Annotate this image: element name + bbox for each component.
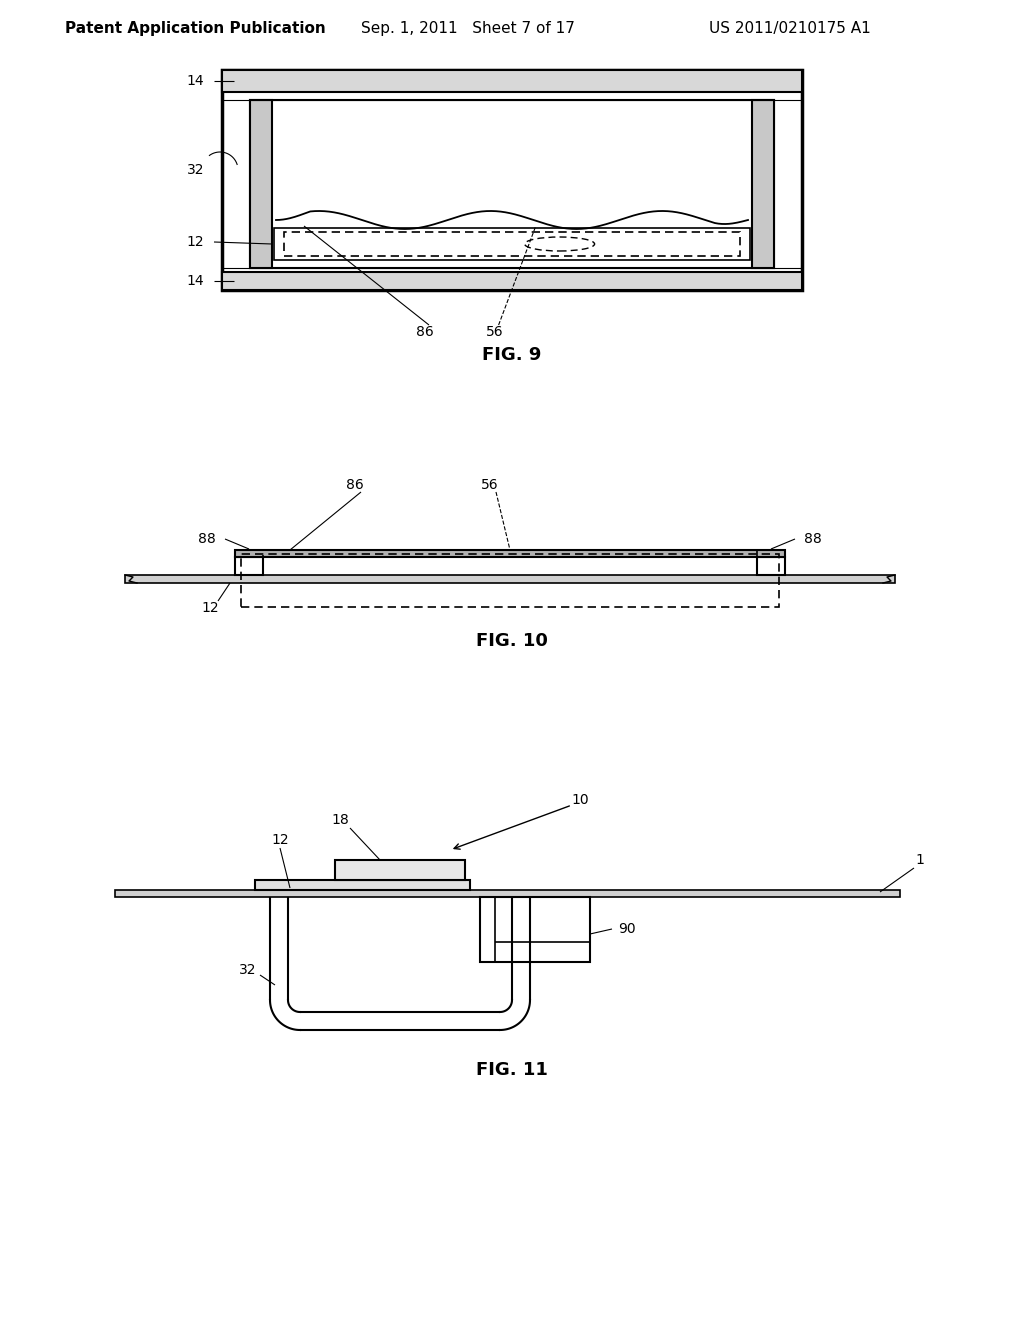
- Text: 88: 88: [198, 532, 216, 546]
- Text: 86: 86: [416, 325, 434, 339]
- Text: 14: 14: [186, 275, 204, 288]
- Bar: [752, 100, 774, 268]
- Text: FIG. 10: FIG. 10: [476, 632, 548, 649]
- Text: 32: 32: [186, 162, 204, 177]
- Bar: [250, 100, 774, 268]
- Bar: [757, 557, 785, 576]
- Text: US 2011/0210175 A1: US 2011/0210175 A1: [710, 21, 870, 36]
- Text: 86: 86: [346, 478, 364, 492]
- Text: 18: 18: [331, 813, 349, 828]
- Bar: [222, 70, 802, 290]
- Text: 90: 90: [618, 921, 636, 936]
- Text: 10: 10: [571, 793, 589, 807]
- Text: 12: 12: [271, 833, 289, 847]
- Text: 88: 88: [804, 532, 822, 546]
- Bar: [284, 232, 740, 256]
- Bar: [234, 550, 785, 557]
- Bar: [115, 890, 900, 898]
- Text: 56: 56: [481, 478, 499, 492]
- Bar: [222, 272, 802, 290]
- Bar: [335, 861, 465, 880]
- Text: 32: 32: [240, 964, 257, 977]
- Bar: [255, 880, 470, 890]
- Text: Sep. 1, 2011   Sheet 7 of 17: Sep. 1, 2011 Sheet 7 of 17: [361, 21, 574, 36]
- Text: FIG. 9: FIG. 9: [482, 346, 542, 364]
- Bar: [125, 576, 895, 583]
- Bar: [234, 557, 263, 576]
- Bar: [250, 100, 272, 268]
- Bar: [480, 898, 590, 962]
- Bar: [274, 228, 750, 260]
- Text: 1: 1: [915, 853, 925, 867]
- Text: 12: 12: [186, 235, 204, 249]
- Bar: [241, 554, 779, 607]
- Bar: [263, 550, 757, 557]
- Text: FIG. 11: FIG. 11: [476, 1061, 548, 1078]
- Text: Patent Application Publication: Patent Application Publication: [65, 21, 326, 36]
- Text: 56: 56: [485, 325, 504, 339]
- Text: 12: 12: [201, 601, 219, 615]
- Text: 14: 14: [186, 74, 204, 88]
- Bar: [222, 70, 802, 92]
